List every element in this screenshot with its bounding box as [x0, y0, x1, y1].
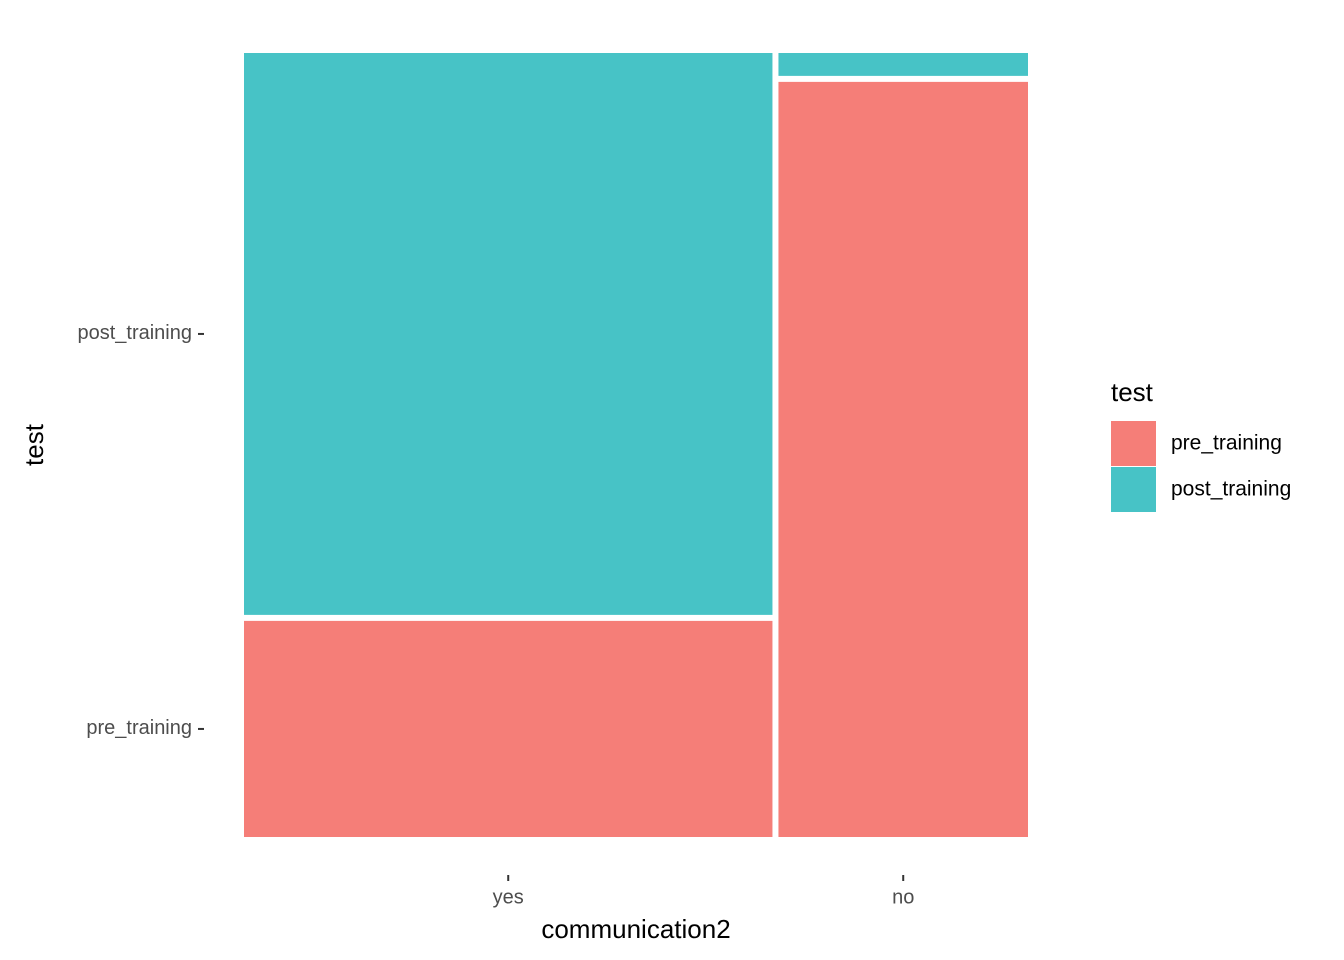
- legend-label: pre_training: [1171, 432, 1282, 455]
- y-tick-label: post_training: [77, 322, 192, 344]
- x-axis-title: communication2: [541, 914, 730, 944]
- legend-key: [1111, 467, 1156, 512]
- y-tick-label: pre_training: [86, 717, 192, 739]
- mosaic-tile: [778, 81, 1028, 838]
- y-axis-title: test: [19, 423, 49, 466]
- x-tick-label: no: [892, 886, 914, 908]
- mosaic-tile: [778, 53, 1028, 76]
- mosaic-tile: [244, 620, 773, 837]
- legend-title: test: [1111, 377, 1154, 407]
- legend-key: [1111, 421, 1156, 466]
- mosaic-tile: [244, 53, 773, 615]
- x-tick-label: yes: [493, 886, 524, 908]
- legend-label: post_training: [1171, 478, 1291, 501]
